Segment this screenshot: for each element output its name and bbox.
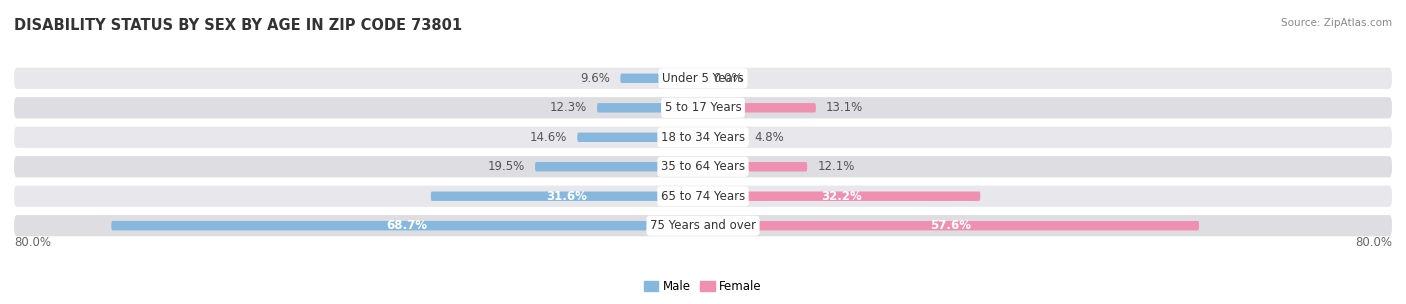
FancyBboxPatch shape [111, 221, 703, 230]
FancyBboxPatch shape [703, 162, 807, 171]
Text: 65 to 74 Years: 65 to 74 Years [661, 190, 745, 203]
Text: Under 5 Years: Under 5 Years [662, 72, 744, 85]
Text: 80.0%: 80.0% [1355, 236, 1392, 249]
FancyBboxPatch shape [620, 74, 703, 83]
FancyBboxPatch shape [703, 192, 980, 201]
Text: 32.2%: 32.2% [821, 190, 862, 203]
Text: 4.8%: 4.8% [755, 131, 785, 144]
Text: DISABILITY STATUS BY SEX BY AGE IN ZIP CODE 73801: DISABILITY STATUS BY SEX BY AGE IN ZIP C… [14, 18, 463, 33]
Text: 18 to 34 Years: 18 to 34 Years [661, 131, 745, 144]
FancyBboxPatch shape [14, 156, 1392, 177]
FancyBboxPatch shape [14, 215, 1392, 236]
FancyBboxPatch shape [14, 186, 1392, 207]
FancyBboxPatch shape [14, 97, 1392, 118]
Text: 5 to 17 Years: 5 to 17 Years [665, 101, 741, 114]
Text: 12.3%: 12.3% [550, 101, 586, 114]
Text: 9.6%: 9.6% [581, 72, 610, 85]
FancyBboxPatch shape [703, 221, 1199, 230]
FancyBboxPatch shape [430, 192, 703, 201]
Text: 80.0%: 80.0% [14, 236, 51, 249]
FancyBboxPatch shape [703, 133, 744, 142]
Text: Source: ZipAtlas.com: Source: ZipAtlas.com [1281, 18, 1392, 28]
FancyBboxPatch shape [536, 162, 703, 171]
Text: 31.6%: 31.6% [547, 190, 588, 203]
FancyBboxPatch shape [14, 68, 1392, 89]
Text: 57.6%: 57.6% [931, 219, 972, 232]
Text: 35 to 64 Years: 35 to 64 Years [661, 160, 745, 173]
Text: 75 Years and over: 75 Years and over [650, 219, 756, 232]
FancyBboxPatch shape [14, 127, 1392, 148]
Legend: Male, Female: Male, Female [640, 275, 766, 298]
Text: 14.6%: 14.6% [530, 131, 567, 144]
Text: 0.0%: 0.0% [713, 72, 742, 85]
FancyBboxPatch shape [703, 103, 815, 112]
FancyBboxPatch shape [598, 103, 703, 112]
Text: 68.7%: 68.7% [387, 219, 427, 232]
Text: 19.5%: 19.5% [488, 160, 524, 173]
Text: 13.1%: 13.1% [827, 101, 863, 114]
FancyBboxPatch shape [578, 133, 703, 142]
Text: 12.1%: 12.1% [817, 160, 855, 173]
